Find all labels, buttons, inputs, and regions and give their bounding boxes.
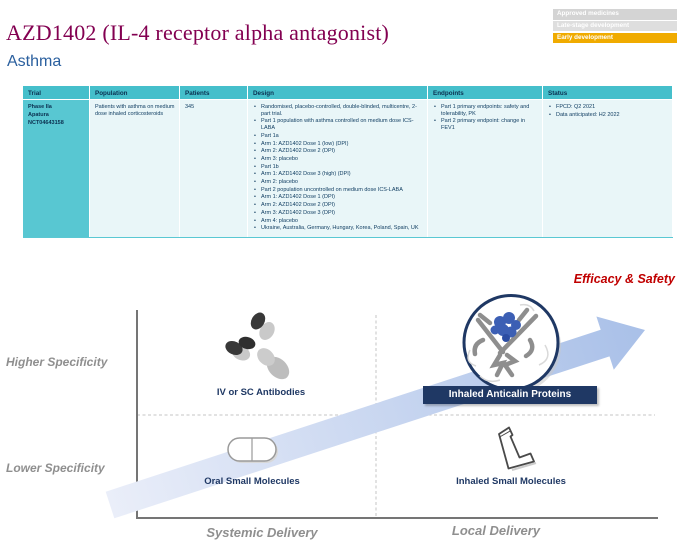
bullet-item: Arm 2: AZD1402 Dose 2 (DPI) (253, 202, 424, 209)
bullet-item: Part 1b (253, 164, 424, 171)
page-subtitle: Asthma (7, 53, 62, 70)
bullet-item: Part 1 primary endpoints: safety and tol… (433, 104, 539, 117)
higher-specificity-label: Higher Specificity (6, 355, 108, 369)
bullet-item: Part 1a (253, 133, 424, 140)
badge-late-stage-development: Late-stage development (553, 20, 677, 32)
status-bullet-list: FPCD: Q2 2021Data anticipated: H2 2022 (548, 104, 669, 118)
endpoints-bullet-list: Part 1 primary endpoints: safety and tol… (433, 104, 539, 132)
bullet-item: Arm 2: AZD1402 Dose 2 (DPI) (253, 148, 424, 155)
bullet-item: FPCD: Q2 2021 (548, 104, 669, 111)
column-header-design: Design (248, 86, 428, 100)
bullet-item: Part 2 primary endpoint: change in FEV1 (433, 118, 539, 131)
column-header-trial: Trial (23, 86, 90, 100)
bullet-item: Arm 1: AZD1402 Dose 3 (high) (DPI) (253, 171, 424, 178)
badge-early-development: Early development (553, 32, 677, 44)
bullet-item: Data anticipated: H2 2022 (548, 112, 669, 119)
protein-blue-cluster (490, 312, 521, 342)
bullet-item: Arm 3: AZD1402 Dose 3 (DPI) (253, 210, 424, 217)
bullet-item: Arm 2: placebo (253, 179, 424, 186)
cell-status: FPCD: Q2 2021Data anticipated: H2 2022 (543, 100, 673, 237)
trend-arrow (105, 316, 645, 519)
page-title: AZD1402 (IL-4 receptor alpha antagonist) (6, 20, 390, 45)
bullet-item: Randomised, placebo-controlled, double-b… (253, 104, 424, 117)
inhaler-icon (498, 426, 537, 471)
bullet-item: Arm 1: AZD1402 Dose 1 (DPI) (253, 194, 424, 201)
bullet-item: Arm 1: AZD1402 Dose 1 (low) (DPI) (253, 141, 424, 148)
inhaled-anticalin-proteins-label: Inhaled Anticalin Proteins (423, 386, 597, 404)
column-header-endpoints: Endpoints (428, 86, 543, 100)
lower-specificity-label: Lower Specificity (6, 461, 105, 475)
antibody-icon (225, 312, 290, 380)
trial-table: Trial Population Patients Design Endpoin… (23, 86, 673, 238)
column-header-status: Status (543, 86, 673, 100)
design-bullet-list: Randomised, placebo-controlled, double-b… (253, 104, 424, 232)
efficacy-safety-label: Efficacy & Safety (573, 272, 675, 286)
cell-trial: Phase IIa Apatura NCT04643158 (23, 100, 90, 237)
column-header-population: Population (90, 86, 180, 100)
bullet-item: Part 2 population uncontrolled on medium… (253, 187, 424, 194)
bullet-item: Part 1 population with asthma controlled… (253, 118, 424, 131)
cell-population: Patients with asthma on medium dose inha… (90, 100, 180, 237)
inhaled-small-molecules-label: Inhaled Small Molecules (456, 476, 566, 487)
column-header-patients: Patients (180, 86, 248, 100)
capsule-icon (227, 437, 278, 463)
trial-name: Apatura (28, 111, 49, 118)
trial-phase: Phase IIa (28, 104, 52, 110)
trial-nct-number: NCT04643158 (28, 119, 64, 126)
local-delivery-label: Local Delivery (451, 523, 541, 538)
systemic-delivery-label: Systemic Delivery (206, 525, 318, 540)
iv-sc-antibodies-label: IV or SC Antibodies (216, 387, 306, 398)
pipeline-stage-legend: Approved medicines Late-stage developmen… (553, 9, 677, 44)
badge-approved-medicines: Approved medicines (553, 9, 677, 20)
cell-design: Randomised, placebo-controlled, double-b… (248, 100, 428, 237)
specificity-delivery-diagram (105, 294, 658, 519)
table-row: Phase IIa Apatura NCT04643158 Patients w… (23, 100, 673, 238)
bullet-item: Arm 4: placebo (253, 218, 424, 225)
oral-small-molecules-label: Oral Small Molecules (204, 476, 300, 487)
table-header-row: Trial Population Patients Design Endpoin… (23, 86, 673, 100)
anticalin-protein-icon (462, 294, 561, 393)
bullet-item: Arm 3: placebo (253, 156, 424, 163)
cell-endpoints: Part 1 primary endpoints: safety and tol… (428, 100, 543, 237)
cell-patients: 345 (180, 100, 248, 237)
bullet-item: Ukraine, Australia, Germany, Hungary, Ko… (253, 225, 424, 232)
